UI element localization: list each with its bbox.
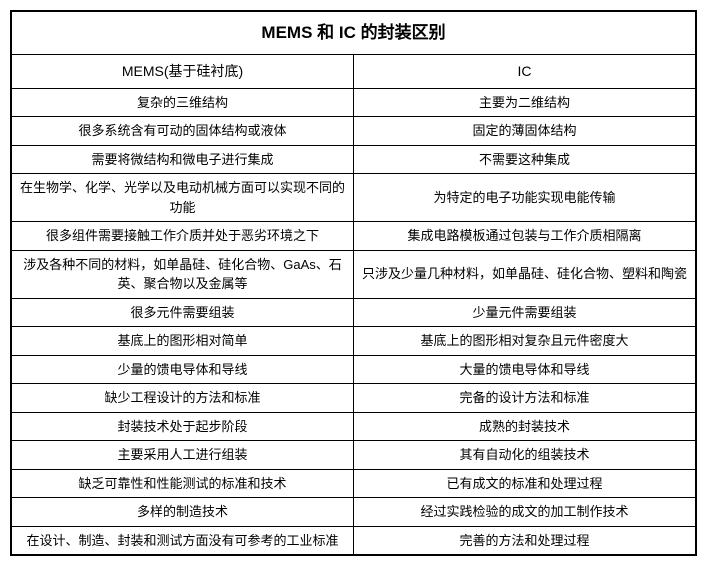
cell-right: 经过实践检验的成文的加工制作技术: [354, 498, 697, 527]
cell-left: 基底上的图形相对简单: [11, 327, 354, 356]
table-row: 少量的馈电导体和导线 大量的馈电导体和导线: [11, 355, 696, 384]
cell-left: 封装技术处于起步阶段: [11, 412, 354, 441]
cell-right: 集成电路模板通过包装与工作介质相隔离: [354, 222, 697, 251]
table-row: 主要采用人工进行组装 其有自动化的组装技术: [11, 441, 696, 470]
table-row: 基底上的图形相对简单 基底上的图形相对复杂且元件密度大: [11, 327, 696, 356]
cell-left: 主要采用人工进行组装: [11, 441, 354, 470]
header-left: MEMS(基于硅衬底): [11, 54, 354, 88]
cell-left: 缺乏可靠性和性能测试的标准和技术: [11, 469, 354, 498]
table-title: MEMS 和 IC 的封装区别: [11, 11, 696, 54]
cell-right: 主要为二维结构: [354, 88, 697, 117]
cell-left: 很多元件需要组装: [11, 298, 354, 327]
cell-right: 大量的馈电导体和导线: [354, 355, 697, 384]
cell-right: 成熟的封装技术: [354, 412, 697, 441]
cell-left: 缺少工程设计的方法和标准: [11, 384, 354, 413]
cell-right: 完备的设计方法和标准: [354, 384, 697, 413]
table-row: 在生物学、化学、光学以及电动机械方面可以实现不同的功能 为特定的电子功能实现电能…: [11, 174, 696, 222]
cell-left: 在设计、制造、封装和测试方面没有可参考的工业标准: [11, 526, 354, 555]
cell-right: 完善的方法和处理过程: [354, 526, 697, 555]
table-row: 需要将微结构和微电子进行集成 不需要这种集成: [11, 145, 696, 174]
table-body: 复杂的三维结构 主要为二维结构 很多系统含有可动的固体结构或液体 固定的薄固体结…: [11, 88, 696, 555]
cell-left: 很多组件需要接触工作介质并处于恶劣环境之下: [11, 222, 354, 251]
cell-right: 为特定的电子功能实现电能传输: [354, 174, 697, 222]
cell-right: 基底上的图形相对复杂且元件密度大: [354, 327, 697, 356]
table-header-row: MEMS(基于硅衬底) IC: [11, 54, 696, 88]
cell-left: 涉及各种不同的材料，如单晶硅、硅化合物、GaAs、石英、聚合物以及金属等: [11, 250, 354, 298]
table-row: 多样的制造技术 经过实践检验的成文的加工制作技术: [11, 498, 696, 527]
table-row: 封装技术处于起步阶段 成熟的封装技术: [11, 412, 696, 441]
comparison-table: MEMS 和 IC 的封装区别 MEMS(基于硅衬底) IC 复杂的三维结构 主…: [10, 10, 697, 556]
cell-right: 只涉及少量几种材料，如单晶硅、硅化合物、塑料和陶瓷: [354, 250, 697, 298]
table-row: 缺乏可靠性和性能测试的标准和技术 已有成文的标准和处理过程: [11, 469, 696, 498]
cell-left: 复杂的三维结构: [11, 88, 354, 117]
cell-right: 固定的薄固体结构: [354, 117, 697, 146]
cell-left: 很多系统含有可动的固体结构或液体: [11, 117, 354, 146]
table-row: 很多元件需要组装 少量元件需要组装: [11, 298, 696, 327]
cell-right: 其有自动化的组装技术: [354, 441, 697, 470]
cell-right: 不需要这种集成: [354, 145, 697, 174]
cell-right: 少量元件需要组装: [354, 298, 697, 327]
cell-left: 少量的馈电导体和导线: [11, 355, 354, 384]
cell-left: 在生物学、化学、光学以及电动机械方面可以实现不同的功能: [11, 174, 354, 222]
table-row: 复杂的三维结构 主要为二维结构: [11, 88, 696, 117]
table-row: 很多系统含有可动的固体结构或液体 固定的薄固体结构: [11, 117, 696, 146]
cell-left: 需要将微结构和微电子进行集成: [11, 145, 354, 174]
table-row: 缺少工程设计的方法和标准 完备的设计方法和标准: [11, 384, 696, 413]
table-row: 在设计、制造、封装和测试方面没有可参考的工业标准 完善的方法和处理过程: [11, 526, 696, 555]
table-title-row: MEMS 和 IC 的封装区别: [11, 11, 696, 54]
cell-right: 已有成文的标准和处理过程: [354, 469, 697, 498]
header-right: IC: [354, 54, 697, 88]
table-row: 涉及各种不同的材料，如单晶硅、硅化合物、GaAs、石英、聚合物以及金属等 只涉及…: [11, 250, 696, 298]
table-row: 很多组件需要接触工作介质并处于恶劣环境之下 集成电路模板通过包装与工作介质相隔离: [11, 222, 696, 251]
cell-left: 多样的制造技术: [11, 498, 354, 527]
